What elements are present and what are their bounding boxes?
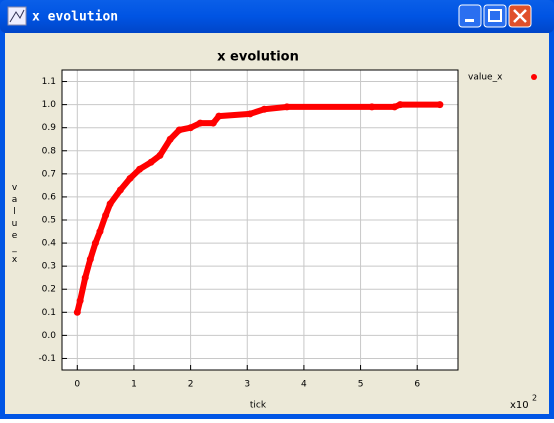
x-tick-label: 1 bbox=[131, 380, 137, 390]
data-point bbox=[91, 239, 99, 247]
data-point bbox=[175, 126, 183, 134]
data-point bbox=[215, 112, 223, 120]
data-point bbox=[136, 165, 144, 173]
y-tick-label: 0.0 bbox=[42, 331, 57, 341]
x-tick-label: 6 bbox=[414, 380, 420, 390]
chart-title: x evolution bbox=[217, 50, 299, 65]
data-point bbox=[156, 151, 164, 159]
x-tick-label: 4 bbox=[301, 380, 307, 390]
window-title: x evolution bbox=[32, 10, 118, 25]
window-icon-glyph bbox=[9, 9, 25, 23]
y-tick-label: -0.1 bbox=[38, 354, 56, 364]
data-point bbox=[368, 103, 376, 111]
window-icon bbox=[7, 6, 27, 26]
x-scale-exponent: 2 bbox=[532, 394, 537, 403]
data-point bbox=[86, 255, 94, 263]
data-point bbox=[391, 103, 399, 111]
data-point bbox=[196, 119, 204, 127]
data-point bbox=[81, 274, 89, 282]
legend-label: value_x bbox=[468, 73, 503, 83]
y-tick-label: 0.7 bbox=[42, 169, 56, 179]
data-point bbox=[116, 186, 124, 194]
y-axis-label: value_x bbox=[10, 183, 20, 267]
y-tick-label: 0.2 bbox=[42, 285, 56, 295]
y-tick-label: 0.4 bbox=[42, 239, 57, 249]
data-point bbox=[96, 228, 104, 236]
y-tick-label: 0.8 bbox=[42, 146, 57, 156]
maximize-button[interactable] bbox=[483, 4, 507, 28]
x-tick-label: 2 bbox=[188, 380, 194, 390]
data-point bbox=[166, 135, 174, 143]
plot-border bbox=[61, 69, 459, 371]
y-tick-label: 0.5 bbox=[42, 216, 56, 226]
x-scale-label: x10 bbox=[510, 400, 529, 411]
data-point bbox=[283, 103, 291, 111]
data-point bbox=[73, 308, 81, 316]
data-point bbox=[436, 101, 444, 109]
x-axis-label: tick bbox=[250, 401, 267, 411]
close-glyph bbox=[513, 9, 527, 23]
title-bar bbox=[0, 0, 554, 33]
maximize-glyph bbox=[488, 9, 502, 22]
x-tick-label: 3 bbox=[244, 380, 250, 390]
data-point bbox=[126, 174, 134, 182]
data-point bbox=[246, 110, 254, 118]
data-point bbox=[102, 211, 110, 219]
data-point bbox=[106, 200, 114, 208]
legend-marker bbox=[531, 74, 537, 80]
data-point bbox=[187, 124, 195, 132]
y-tick-label: 0.6 bbox=[42, 192, 57, 202]
data-point bbox=[147, 158, 155, 166]
data-point bbox=[209, 119, 217, 127]
data-point bbox=[396, 101, 404, 109]
minimize-glyph bbox=[465, 19, 474, 22]
y-tick-label: 1.1 bbox=[42, 77, 56, 87]
y-tick-label: 0.1 bbox=[42, 308, 56, 318]
y-tick-label: 0.3 bbox=[42, 262, 56, 272]
x-tick-label: 0 bbox=[74, 380, 80, 390]
minimize-button[interactable] bbox=[458, 4, 482, 28]
data-point bbox=[76, 297, 84, 305]
x-tick-label: 5 bbox=[358, 380, 364, 390]
y-tick-label: 1.0 bbox=[42, 100, 57, 110]
data-point bbox=[260, 105, 268, 113]
y-tick-label: 0.9 bbox=[42, 123, 57, 133]
